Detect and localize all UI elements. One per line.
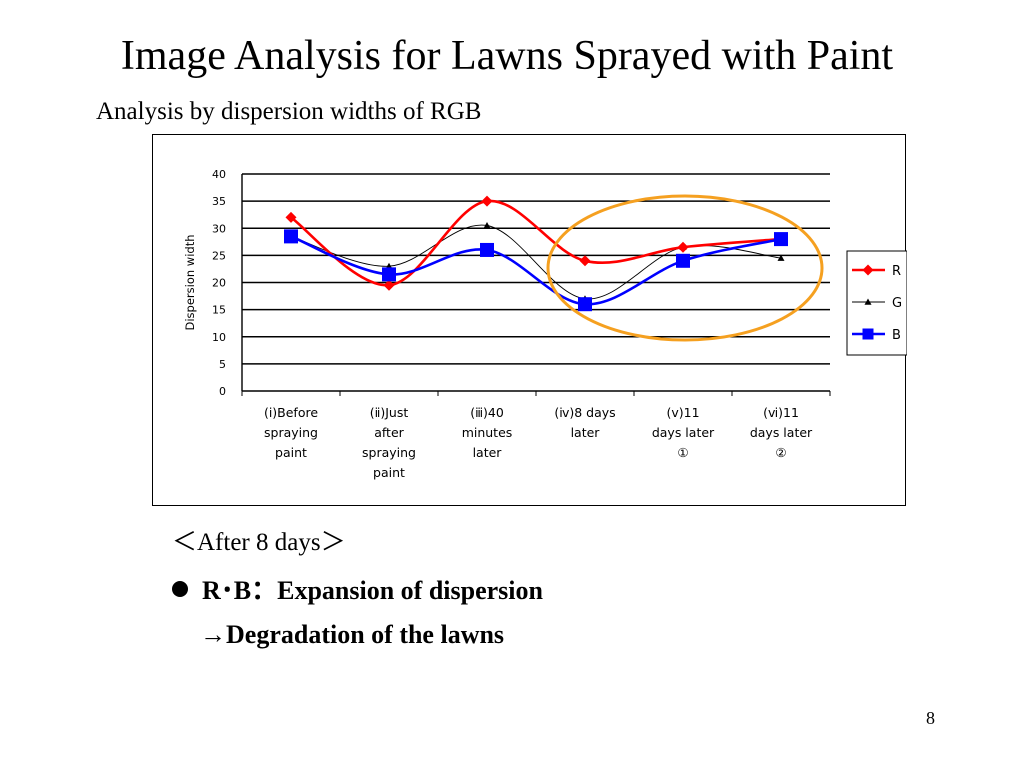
- data-point-r: [677, 241, 689, 253]
- x-tick-label: paint: [373, 465, 405, 480]
- legend-marker-r: [862, 264, 874, 276]
- x-tick-label: (ⅲ)40: [470, 405, 504, 420]
- data-point-b: [382, 267, 396, 282]
- x-tick-label: ②: [775, 445, 786, 460]
- slide-subtitle: Analysis by dispersion widths of RGB: [96, 98, 482, 125]
- legend-label-b: B: [892, 328, 901, 343]
- data-point-g: [777, 254, 785, 261]
- bullet-text: R･B：Expansion of dispersion: [202, 576, 543, 605]
- y-tick-label: 10: [212, 331, 226, 344]
- y-tick-label: 20: [212, 277, 226, 290]
- data-point-r: [383, 279, 395, 291]
- data-point-b: [480, 242, 494, 257]
- series-line-b: [290, 235, 782, 306]
- data-point-r: [481, 195, 493, 207]
- x-tick-label: minutes: [462, 425, 513, 440]
- x-tick-label: after: [374, 425, 404, 440]
- x-tick-label: ①: [677, 445, 688, 460]
- page-number: 8: [926, 708, 935, 728]
- y-tick-label: 0: [219, 385, 226, 398]
- x-tick-label: days later: [750, 425, 813, 440]
- x-tick-label: (ⅳ)8 days: [554, 405, 615, 420]
- x-tick-label: (ⅱ)Just: [370, 405, 409, 420]
- legend-box: [846, 250, 907, 356]
- data-point-b: [774, 232, 788, 247]
- after-8-days-label: ＜After 8 days＞: [172, 529, 346, 556]
- legend-marker-g: [864, 298, 872, 305]
- highlight-ellipse: [546, 194, 824, 342]
- y-tick-label: 30: [212, 222, 226, 235]
- y-tick-label: 5: [219, 358, 226, 371]
- x-tick-label: later: [473, 445, 503, 460]
- slide-title: Image Analysis for Lawns Sprayed with Pa…: [120, 33, 894, 79]
- x-tick-label: (ⅴ)11: [666, 405, 699, 420]
- y-tick-label: 15: [212, 304, 226, 317]
- legend-marker-b: [862, 328, 874, 340]
- x-tick-label: paint: [275, 445, 307, 460]
- x-tick-label: (ⅰ)Before: [264, 405, 318, 420]
- y-tick-label: 35: [212, 195, 226, 208]
- x-tick-label: spraying: [264, 425, 318, 440]
- data-point-g: [483, 222, 491, 229]
- x-tick-label: (ⅵ)11: [763, 405, 799, 420]
- data-point-b: [578, 297, 592, 312]
- conclusion-text: →Degradation of the lawns: [200, 620, 505, 649]
- y-tick-label: 25: [212, 249, 226, 262]
- data-point-b: [676, 253, 690, 268]
- chart-frame: 0 5 10 15 20 25 30 35 40 (ⅰ)Before spraying paint (ⅱ…: [152, 134, 907, 506]
- legend-label-r: R: [892, 264, 901, 279]
- y-axis-title: Dispersion width: [183, 234, 197, 330]
- bullet-item: R･B：Expansion of dispersion: [172, 570, 543, 607]
- rgb-dispersion-chart: 0 5 10 15 20 25 30 35 40 (ⅰ)Before spraying paint (ⅱ…: [183, 168, 907, 480]
- legend-label-g: G: [892, 296, 902, 311]
- bullet-dot-icon: [172, 581, 188, 597]
- data-point-b: [284, 229, 298, 244]
- x-tick-label: later: [571, 425, 601, 440]
- x-tick-label: days later: [652, 425, 715, 440]
- data-point-r: [285, 211, 297, 223]
- y-tick-label: 40: [212, 168, 226, 181]
- x-tick-label: spraying: [362, 445, 416, 460]
